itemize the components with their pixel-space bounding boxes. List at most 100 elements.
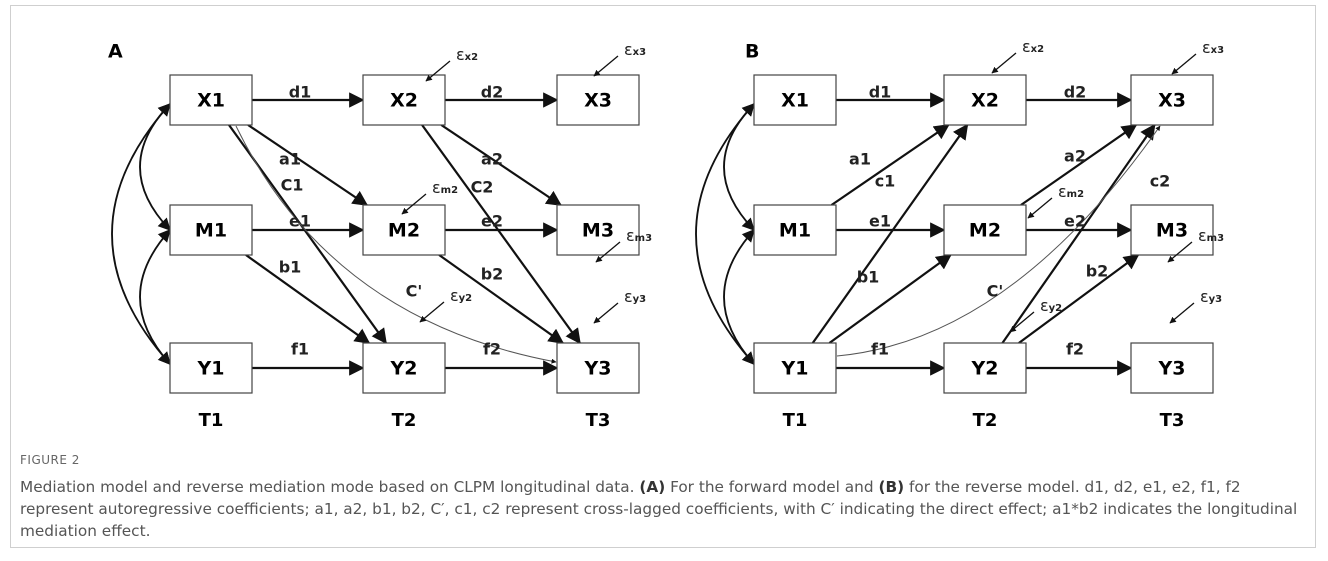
error-symbol: ε xyxy=(1058,182,1067,201)
time-label: T1 xyxy=(199,410,224,431)
variable-label: M1 xyxy=(779,220,811,242)
error-symbol: ε xyxy=(1202,38,1211,57)
path-arrow xyxy=(440,124,562,206)
coefficient-label: b2 xyxy=(481,265,504,284)
error-term: εx2 xyxy=(456,45,478,64)
error-term: εm3 xyxy=(626,226,652,245)
coefficient-label: C2 xyxy=(471,178,494,197)
variable-label: M2 xyxy=(969,220,1001,242)
coefficient-label: b1 xyxy=(857,268,880,287)
variable-box xyxy=(943,342,1027,394)
error-term: εm3 xyxy=(1198,226,1224,245)
path-arrow xyxy=(811,123,969,344)
time-label: T1 xyxy=(783,410,808,431)
variable-label: M3 xyxy=(1156,220,1188,242)
variable-label: Y3 xyxy=(1158,358,1186,380)
coefficient-label: C' xyxy=(987,282,1004,301)
path-arrow xyxy=(421,124,581,345)
coefficient-label: b1 xyxy=(279,258,302,277)
path-arrow xyxy=(247,124,369,206)
caption-panel-ref: (B) xyxy=(878,478,905,496)
variable-label: X1 xyxy=(197,90,225,112)
variable-box xyxy=(753,74,837,126)
variable-box xyxy=(169,204,253,256)
coefficient-label: c2 xyxy=(1150,172,1171,191)
path-arrow xyxy=(245,254,371,344)
coefficient-label: e2 xyxy=(481,212,503,231)
direct-effect-curve xyxy=(235,125,557,364)
error-arrow xyxy=(1171,53,1197,75)
error-term: εm2 xyxy=(432,178,458,197)
caption-text: Mediation model and reverse mediation mo… xyxy=(20,478,640,496)
variable-box xyxy=(943,74,1027,126)
panel-label: A xyxy=(108,41,123,63)
variable-label: M1 xyxy=(195,220,227,242)
error-arrow xyxy=(595,241,621,263)
error-term: εx2 xyxy=(1022,37,1044,56)
error-subscript: m2 xyxy=(441,185,458,196)
direct-effect-curve xyxy=(836,125,1161,357)
error-subscript: x3 xyxy=(633,47,646,58)
error-subscript: x2 xyxy=(465,52,478,63)
variable-box xyxy=(556,342,640,394)
coefficient-label: d1 xyxy=(289,83,312,102)
error-symbol: ε xyxy=(1040,296,1049,315)
variable-label: X3 xyxy=(1158,90,1186,112)
variable-box xyxy=(753,204,837,256)
path-arrow xyxy=(830,124,950,206)
variable-box xyxy=(1130,342,1214,394)
error-symbol: ε xyxy=(626,226,635,245)
coefficient-label: f2 xyxy=(483,340,501,359)
error-symbol: ε xyxy=(1198,226,1207,245)
variable-label: X2 xyxy=(390,90,418,112)
variable-label: X3 xyxy=(584,90,612,112)
covariance-arc xyxy=(139,229,171,365)
time-label: T2 xyxy=(392,410,417,431)
coefficient-label: f2 xyxy=(1066,340,1084,359)
variable-box xyxy=(362,74,446,126)
diagram: A X1 X2 X3 M1 M2 M3 Y1 Y2 Y3 d1 d2 a1 C1 a2 C2 e1 e2 b1 b2 C… xyxy=(108,37,1224,432)
path-arrow xyxy=(1018,254,1140,344)
error-subscript: x3 xyxy=(1211,45,1224,56)
error-symbol: ε xyxy=(1022,37,1031,56)
coefficient-label: C1 xyxy=(281,176,304,195)
variable-box xyxy=(753,342,837,394)
variable-label: Y2 xyxy=(390,358,418,380)
variable-box xyxy=(169,74,253,126)
coefficient-label: f1 xyxy=(291,340,309,359)
path-arrow xyxy=(828,254,952,344)
variable-label: X2 xyxy=(971,90,999,112)
error-arrow xyxy=(1027,197,1053,219)
covariance-arc xyxy=(723,229,755,365)
error-symbol: ε xyxy=(1200,287,1209,306)
coefficient-label: e2 xyxy=(1064,212,1086,231)
coefficient-label: e1 xyxy=(869,212,891,231)
coefficient-label: d2 xyxy=(1064,83,1087,102)
error-subscript: m2 xyxy=(1067,189,1084,200)
variable-box xyxy=(1130,74,1214,126)
error-arrow xyxy=(401,193,427,215)
error-symbol: ε xyxy=(456,45,465,64)
time-label: T3 xyxy=(586,410,611,431)
error-term: εy2 xyxy=(1040,296,1062,315)
figure-frame xyxy=(10,5,1316,548)
coefficient-label: C' xyxy=(406,282,423,301)
error-subscript: y2 xyxy=(459,293,473,304)
covariance-arc xyxy=(111,103,171,365)
caption-text: For the forward model and xyxy=(665,478,879,496)
error-term: εy2 xyxy=(450,286,472,305)
error-symbol: ε xyxy=(624,40,633,59)
variable-label: Y1 xyxy=(781,358,809,380)
error-arrow xyxy=(425,60,451,82)
error-term: εy3 xyxy=(624,287,646,306)
variable-label: M3 xyxy=(582,220,614,242)
variable-box xyxy=(556,74,640,126)
error-symbol: ε xyxy=(432,178,441,197)
caption: Mediation model and reverse mediation mo… xyxy=(20,476,1305,542)
variable-box xyxy=(943,204,1027,256)
error-subscript: m3 xyxy=(635,233,652,244)
variable-box xyxy=(362,342,446,394)
path-arrow xyxy=(1001,123,1156,344)
panel-label: B xyxy=(745,41,759,63)
error-arrow xyxy=(991,52,1017,74)
